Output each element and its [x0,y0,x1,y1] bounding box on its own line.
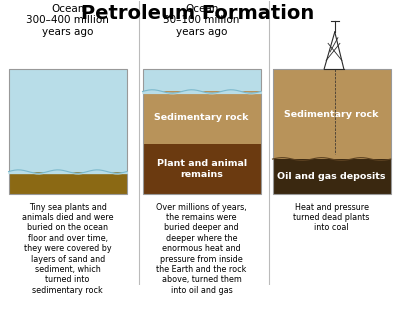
Text: Petroleum Formation: Petroleum Formation [81,3,314,23]
Text: Sedimentary rock: Sedimentary rock [284,109,379,119]
Text: Ocean
300–400 million
years ago: Ocean 300–400 million years ago [26,3,109,37]
Bar [8,69,127,194]
Text: Plant and animal
remains: Plant and animal remains [156,159,247,179]
Bar [272,69,391,159]
Bar [8,171,127,194]
Bar [142,91,261,144]
Text: Over millions of years,
the remains were
buried deeper and
deeper where the
enor: Over millions of years, the remains were… [156,203,247,295]
Bar [142,69,261,194]
Text: Sedimentary rock: Sedimentary rock [154,113,249,122]
Bar [142,69,261,91]
Text: Ocean
50–100 million
years ago: Ocean 50–100 million years ago [164,3,240,37]
Text: Tiny sea plants and
animals died and were
buried on the ocean
floor and over tim: Tiny sea plants and animals died and wer… [22,203,114,295]
Bar [142,144,261,194]
Bar [8,69,127,171]
Bar [272,159,391,194]
Text: Heat and pressure
turned dead plants
into coal: Heat and pressure turned dead plants int… [294,203,370,232]
Bar [272,69,391,194]
Text: Oil and gas deposits: Oil and gas deposits [277,172,386,181]
